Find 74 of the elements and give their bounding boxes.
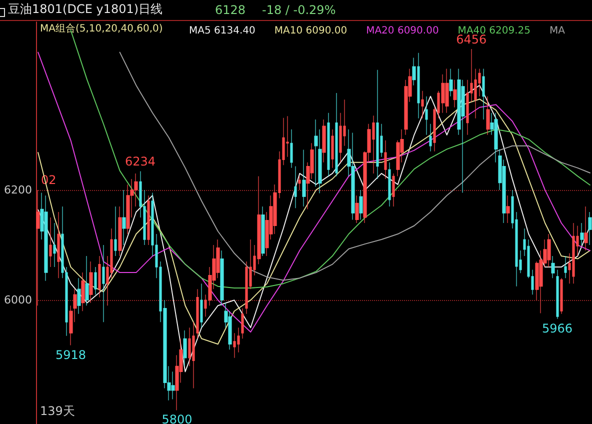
candlestick [114, 206, 117, 256]
y-tick-label: 6200 [4, 183, 32, 196]
chart-title: 豆油1801(DCE y1801)日线 [8, 2, 163, 16]
candlestick [449, 68, 453, 97]
candlestick [421, 90, 424, 119]
candlestick [376, 70, 379, 180]
candlestick [331, 129, 334, 168]
candlestick [551, 256, 555, 278]
candlestick [196, 288, 199, 339]
text: MA [550, 26, 566, 36]
annotation: 139天 [40, 404, 75, 418]
candlestick [429, 124, 432, 152]
text: MA5 6134.40 [189, 26, 256, 36]
candlestick [85, 256, 89, 306]
candlestick [94, 266, 97, 295]
candlestick [335, 92, 338, 176]
annotation: 6234 [124, 154, 156, 169]
candlestick [102, 244, 105, 322]
candlestick [192, 322, 195, 389]
candlestick [261, 206, 265, 256]
candlestick [486, 96, 490, 136]
annotation: 5918 [55, 348, 86, 362]
candlestick [482, 68, 485, 120]
candlestick [359, 190, 363, 220]
annotation: 5966 [542, 321, 573, 336]
candlestick [294, 166, 297, 208]
candlestick [322, 119, 326, 163]
line-series [38, 52, 590, 333]
candlestick [220, 250, 224, 306]
candlestick [560, 278, 563, 314]
legend-title: MA组合(5,10,20,40,60,0) [40, 22, 163, 34]
candlestick [122, 190, 126, 246]
candlestick [302, 149, 306, 207]
candlestick [89, 261, 93, 304]
candlestick [351, 132, 355, 220]
candlestick [547, 234, 551, 268]
candlestick [53, 222, 56, 268]
candlestick [327, 112, 330, 176]
candlestick [98, 256, 101, 298]
candlestick [580, 222, 584, 246]
candlestick [290, 129, 293, 168]
candlestick [384, 140, 387, 180]
candlestick [298, 176, 301, 190]
candlestick [453, 80, 457, 108]
text: -18 / -0.29% [262, 3, 336, 17]
candlestick [241, 308, 244, 339]
candlestick [355, 195, 359, 224]
candlestick [445, 68, 449, 114]
candlestick [556, 270, 559, 320]
candlestick [44, 195, 48, 282]
candlestick [200, 283, 203, 328]
candlestick [81, 272, 85, 312]
line-series [119, 52, 590, 281]
annotation: 5800 [162, 412, 192, 424]
candlestick [506, 195, 510, 224]
candlestick [572, 222, 575, 284]
candlestick [392, 173, 395, 207]
candlestick [36, 190, 40, 306]
candlestick [77, 278, 81, 314]
y-tick-label: 6000 [4, 294, 32, 307]
text: MA20 6090.00 [366, 26, 439, 36]
candlestick [388, 162, 391, 207]
candlestick [564, 256, 567, 278]
candlestick [584, 206, 588, 251]
text: MA10 6090.00 [274, 26, 348, 36]
candlestick [425, 96, 428, 136]
candlestick [147, 195, 150, 246]
annotation: 6456 [456, 32, 487, 46]
candlestick [588, 212, 592, 246]
candlestick [49, 217, 52, 268]
candlestick [183, 330, 187, 366]
text: 6128 [215, 3, 246, 17]
candlestick [118, 206, 122, 256]
candlestick [57, 212, 60, 278]
